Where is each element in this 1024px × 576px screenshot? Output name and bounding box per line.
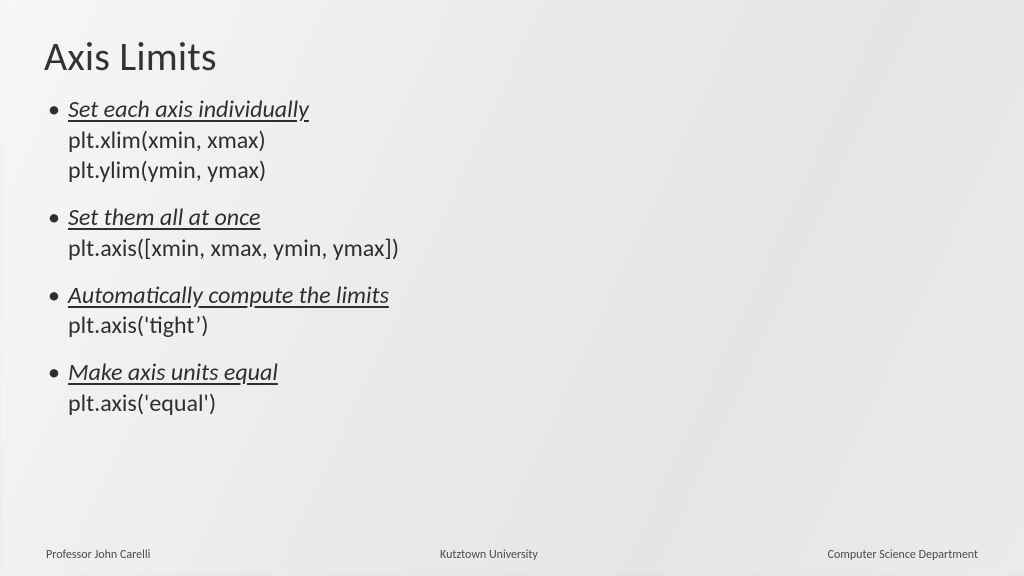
footer-right: Computer Science Department: [828, 548, 978, 562]
bullet-item: Automatically compute the limits plt.axi…: [48, 281, 980, 342]
bullet-heading: Set them all at once: [68, 203, 260, 232]
code-line: plt.ylim(ymin, ymax): [68, 156, 980, 187]
code-line: plt.axis([xmin, xmax, ymin, ymax]): [68, 234, 980, 265]
code-line: plt.axis('equal'): [68, 389, 980, 420]
slide-title: Axis Limits: [44, 32, 980, 81]
footer-center: Kutztown University: [440, 548, 538, 562]
bullet-heading: Set each axis individually: [68, 95, 309, 124]
bullet-code-block: plt.axis('equal'): [68, 389, 980, 420]
bullet-heading: Make axis units equal: [68, 358, 278, 387]
code-line: plt.xlim(xmin, xmax): [68, 126, 980, 157]
bullet-item: Make axis units equal plt.axis('equal'): [48, 358, 980, 419]
bullet-item: Set them all at once plt.axis([xmin, xma…: [48, 203, 980, 264]
bullet-heading: Automatically compute the limits: [68, 281, 389, 310]
bullet-code-block: plt.xlim(xmin, xmax) plt.ylim(ymin, ymax…: [68, 126, 980, 187]
footer-left: Professor John Carelli: [46, 548, 150, 562]
bullet-code-block: plt.axis([xmin, xmax, ymin, ymax]): [68, 234, 980, 265]
slide: Axis Limits Set each axis individually p…: [0, 0, 1024, 576]
bullet-list: Set each axis individually plt.xlim(xmin…: [44, 95, 980, 419]
bullet-item: Set each axis individually plt.xlim(xmin…: [48, 95, 980, 187]
code-line: plt.axis('tight’): [68, 311, 980, 342]
bullet-code-block: plt.axis('tight’): [68, 311, 980, 342]
slide-footer: Professor John Carelli Kutztown Universi…: [0, 548, 1024, 562]
